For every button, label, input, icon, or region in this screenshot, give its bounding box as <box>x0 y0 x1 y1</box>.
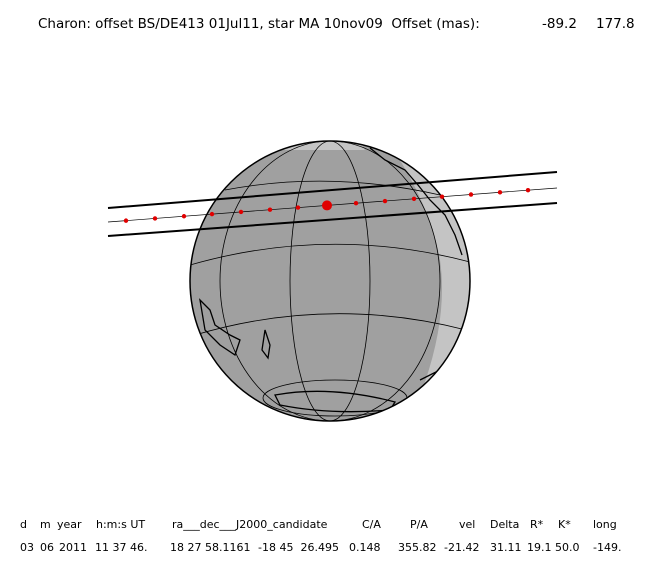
cell: -21.42 <box>444 541 479 554</box>
track-dot <box>181 214 187 219</box>
body-position <box>322 200 332 211</box>
cell: 31.11 <box>490 541 522 554</box>
column-header: R* <box>530 518 544 531</box>
track-dot <box>238 209 244 215</box>
cell: 11 37 46. <box>95 541 147 554</box>
column-header: d <box>20 518 27 531</box>
track-dot <box>382 198 388 204</box>
globe-outline <box>189 140 471 422</box>
cell: 50.0 <box>555 541 580 554</box>
offset-x: -89.2 <box>542 16 577 32</box>
track-dot <box>525 187 531 193</box>
cell: 18 27 58.1161 <box>170 541 250 554</box>
track-dot <box>439 194 445 199</box>
track-dot <box>209 211 215 217</box>
track-edge <box>107 171 558 209</box>
track-edge <box>107 202 558 237</box>
cell: 2011 <box>59 541 87 554</box>
track-dot <box>123 218 129 223</box>
track-dot <box>411 196 417 202</box>
column-header: vel <box>459 518 475 531</box>
column-header: Delta <box>490 518 519 531</box>
shadow-path <box>107 171 558 237</box>
column-header: h:m:s UT <box>96 518 145 531</box>
event-table: d m year h:m:s UT ra___dec___J2000_candidate… <box>20 518 621 554</box>
cell: -149. <box>593 541 621 554</box>
offset-y: 177.8 <box>596 16 635 32</box>
column-header: m <box>40 518 51 531</box>
column-header: C/A <box>362 518 381 531</box>
cell: 355.82 <box>398 541 437 554</box>
globe-disk <box>190 141 470 421</box>
column-header: year <box>57 518 82 531</box>
column-header: long <box>593 518 617 531</box>
column-header: P/A <box>410 518 428 531</box>
track-dot <box>152 216 158 221</box>
cell: 06 <box>40 541 54 554</box>
cell: 0.148 <box>349 541 381 554</box>
cell: -18 45 26.495 <box>258 541 339 554</box>
title: Charon: offset BS/DE413 01Jul11, star MA… <box>38 16 480 32</box>
track-dot <box>468 192 474 197</box>
track-dot <box>497 190 503 195</box>
column-header: K* <box>558 518 571 531</box>
track-dot <box>267 207 273 212</box>
graticule <box>190 141 470 421</box>
cell: 03 <box>20 541 34 554</box>
cell: 19.1 <box>527 541 552 554</box>
track-dot <box>353 201 359 206</box>
track-dot <box>295 205 301 210</box>
column-header: ra___dec___J2000_candidate <box>172 518 328 531</box>
